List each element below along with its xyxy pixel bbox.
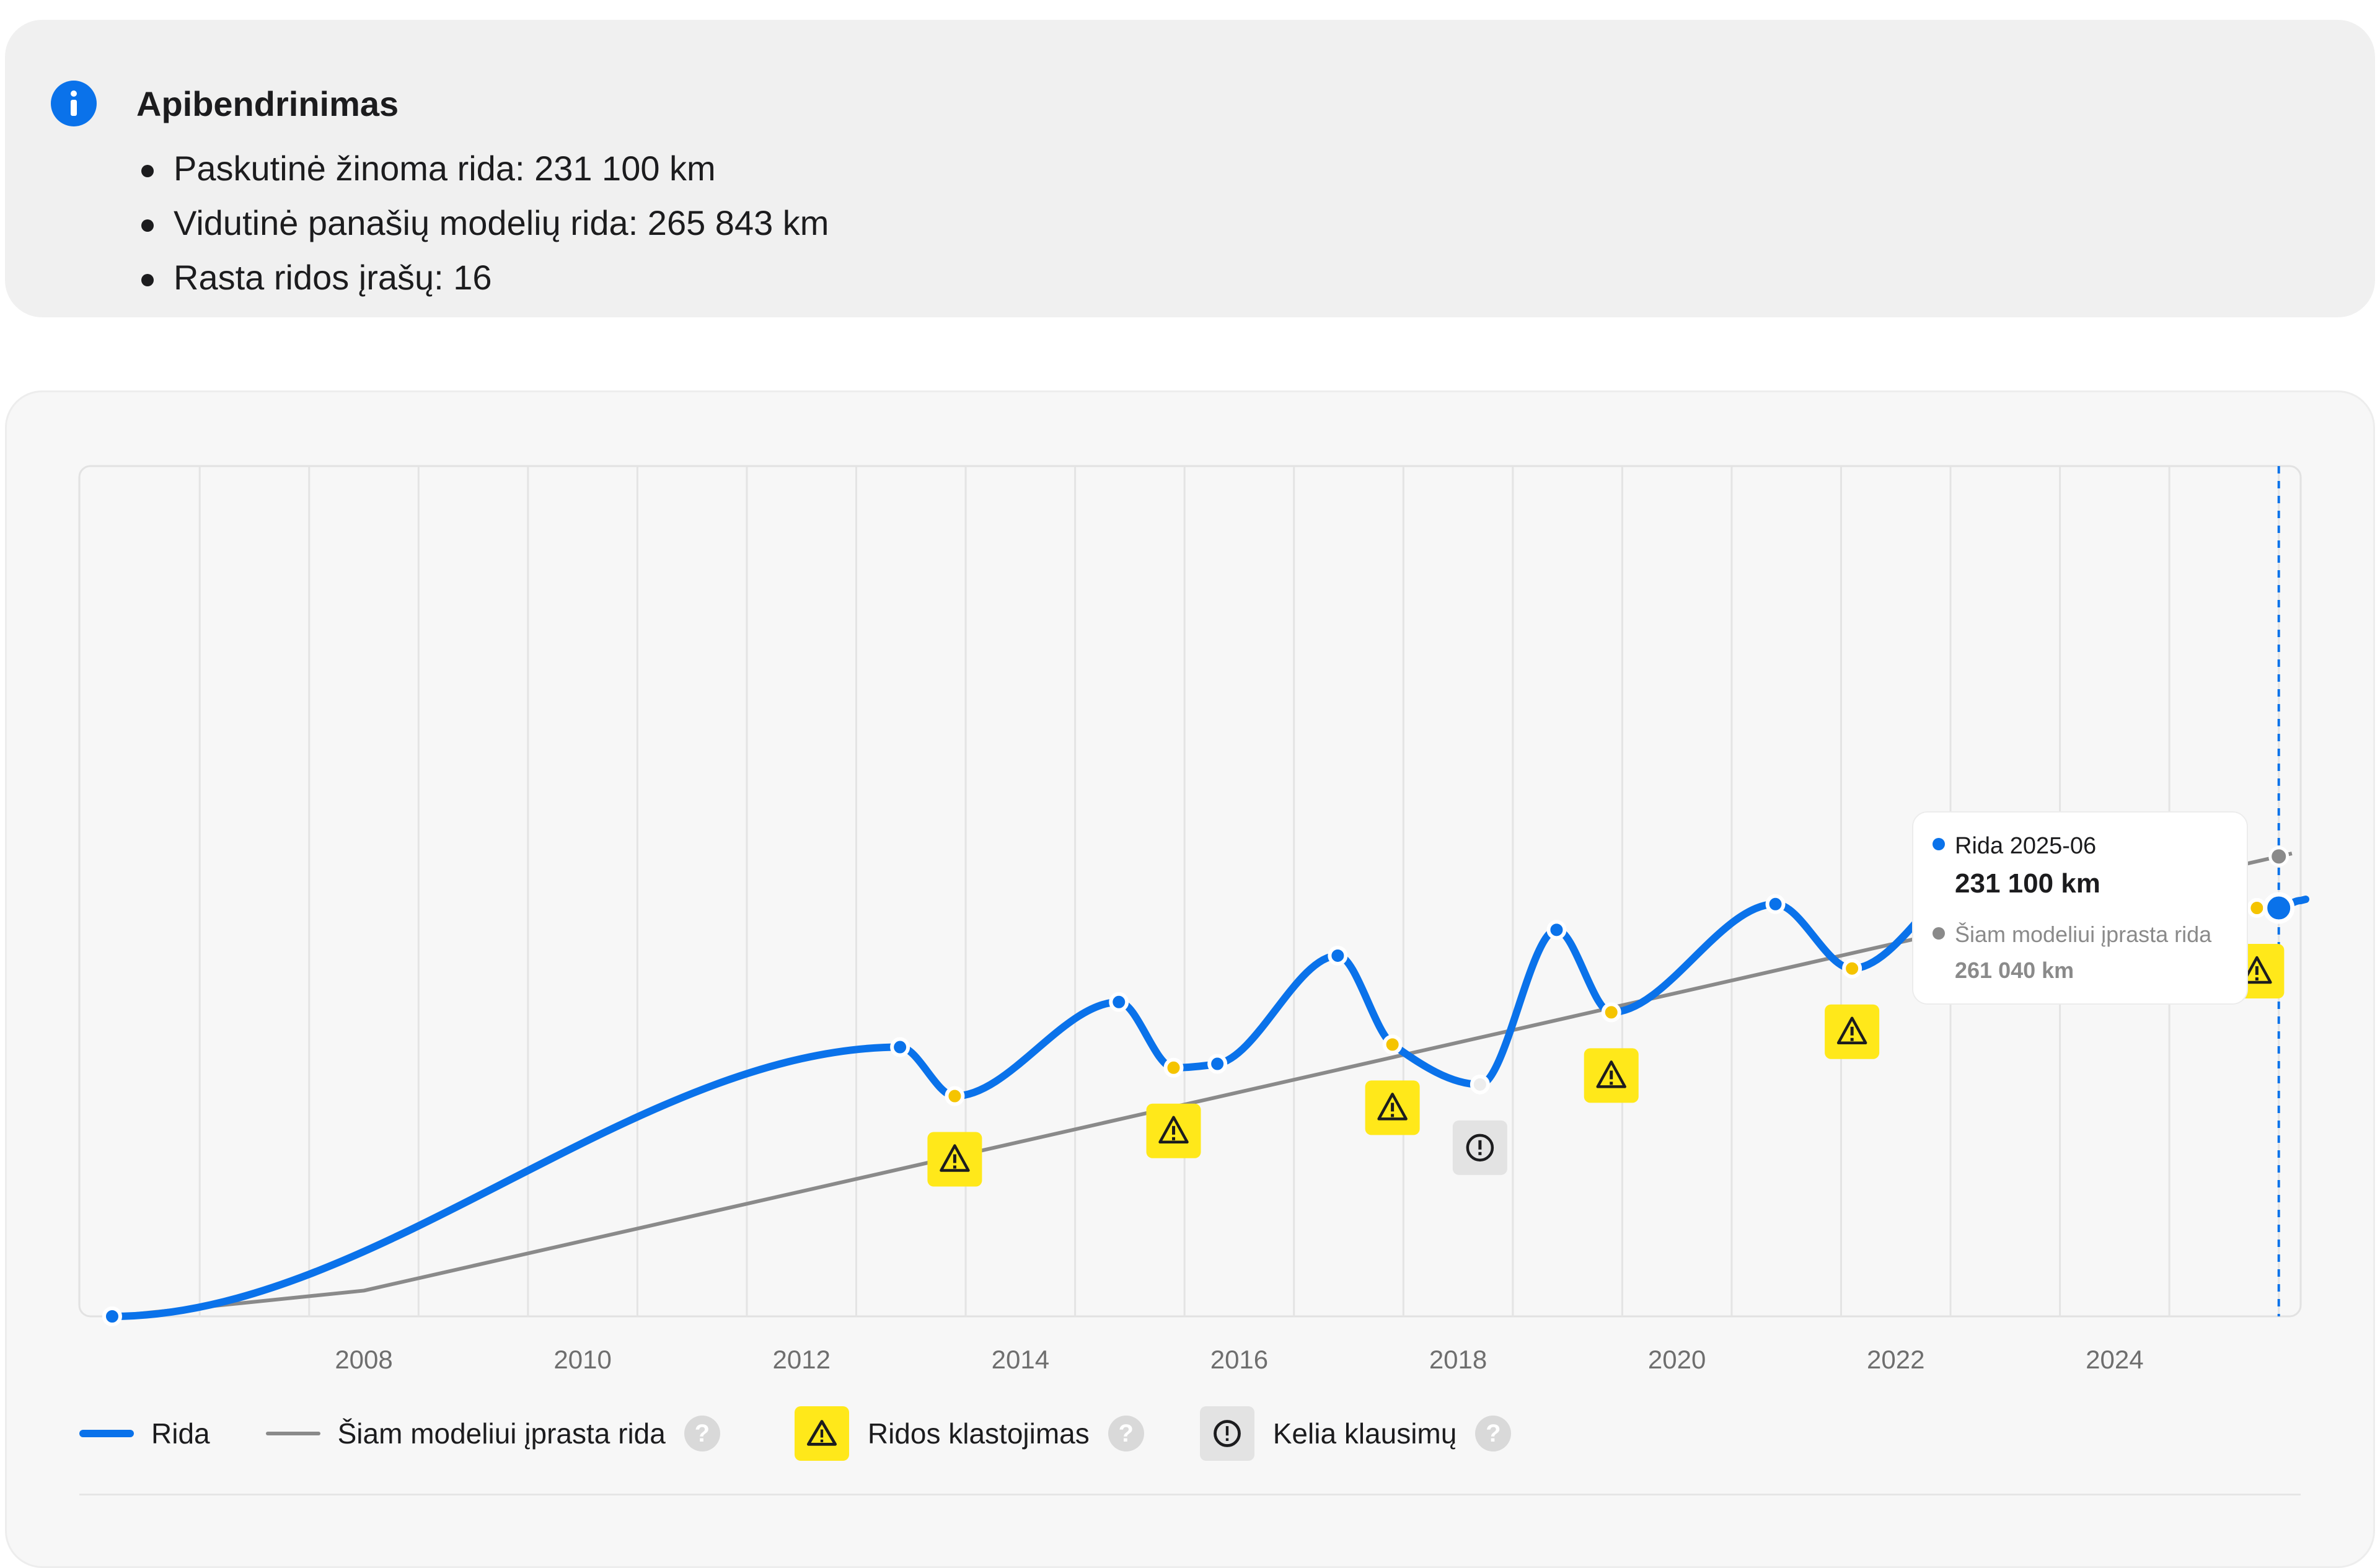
rida-data-point — [1207, 1054, 1228, 1074]
x-tick-label: 2012 — [773, 1345, 831, 1374]
summary-average-mileage: Vidutinė panašių modelių rida: 265 843 k… — [136, 196, 829, 250]
exclamation-icon — [1452, 1120, 1507, 1175]
grid-lines — [198, 466, 2280, 1316]
badge-mark — [1172, 1125, 1176, 1135]
chart-tooltip: Rida 2025-06 231 100 km Šiam modeliui įp… — [1912, 811, 2248, 1005]
legend-rida-swatch — [79, 1430, 134, 1437]
x-axis-ticks: 2008 2010 2012 2014 2016 2018 2020 2022 2024 — [335, 1345, 2143, 1374]
warning-icon — [1146, 1103, 1201, 1158]
tamper-data-point — [945, 1086, 965, 1106]
legend-typical-label: Šiam modeliui įprasta rida — [337, 1417, 666, 1450]
legend-item-typical[interactable]: Šiam modeliui įprasta rida ? — [265, 1416, 720, 1451]
x-tick-label: 2008 — [335, 1345, 392, 1374]
divider — [79, 1494, 2301, 1495]
badge-mark — [1391, 1103, 1395, 1112]
legend-rida-label: Rida — [151, 1417, 210, 1450]
legend-item-rida[interactable]: Rida — [79, 1417, 210, 1450]
legend-item-tamper[interactable]: Ridos klastojimas ? — [794, 1406, 1144, 1461]
badge-mark — [1850, 1026, 1854, 1036]
rida-data-point — [1546, 920, 1567, 940]
info-icon — [51, 81, 97, 126]
x-tick-label: 2010 — [553, 1345, 611, 1374]
tamper-data-point — [1382, 1034, 1403, 1055]
current-data-point — [2263, 892, 2295, 924]
warning-icon — [794, 1406, 849, 1461]
badge-dot — [2255, 977, 2259, 981]
x-tick-label: 2022 — [1867, 1345, 1924, 1374]
x-tick-label: 2018 — [1429, 1345, 1487, 1374]
badge-dot — [953, 1165, 956, 1169]
plot-frame — [78, 465, 2302, 1318]
badge-circle — [1466, 1134, 1494, 1162]
tamper-data-point — [1163, 1057, 1184, 1078]
badge-dot — [1610, 1081, 1613, 1085]
question-data-point — [1470, 1074, 1490, 1095]
typical-mileage-series — [112, 846, 2293, 1318]
help-icon[interactable]: ? — [1108, 1416, 1144, 1451]
rida-data-point — [1765, 894, 1786, 914]
badge-dot — [1391, 1114, 1395, 1117]
rida-data-point — [1328, 945, 1348, 966]
summary-record-count: Rasta ridos įrašų: 16 — [136, 250, 829, 305]
plot-area — [78, 465, 2302, 1318]
tooltip-typical-value: 261 040 km — [1955, 958, 2074, 983]
badge-triangle — [940, 1144, 970, 1172]
x-tick-label: 2020 — [1648, 1345, 1706, 1374]
warning-icon — [927, 1132, 982, 1187]
legend-item-question[interactable]: Kelia klausimų ? — [1199, 1406, 1512, 1461]
tooltip-typical-label: Šiam modeliui įprasta rida — [1955, 922, 2212, 947]
legend-question-label: Kelia klausimų — [1272, 1417, 1457, 1450]
summary-panel: Apibendrinimas Paskutinė žinoma rida: 23… — [5, 20, 2375, 317]
tamper-data-point — [1601, 1002, 1621, 1023]
badge-mark — [2255, 966, 2259, 976]
badge-dot — [1850, 1037, 1854, 1041]
summary-list: Paskutinė žinoma rida: 231 100 km Viduti… — [136, 141, 829, 305]
x-tick-label: 2024 — [2086, 1345, 2143, 1374]
help-icon[interactable]: ? — [1475, 1416, 1512, 1451]
summary-last-mileage: Paskutinė žinoma rida: 231 100 km — [136, 141, 829, 196]
tamper-data-point — [2247, 898, 2267, 918]
badge-triangle — [1377, 1093, 1408, 1121]
badge-triangle — [2242, 956, 2272, 984]
tooltip-rida-dot — [1933, 838, 1945, 850]
tamper-data-point — [1842, 958, 1862, 979]
rida-data-point — [890, 1037, 910, 1057]
warning-icon — [1825, 1004, 1880, 1059]
exclamation-icon — [1199, 1406, 1254, 1461]
tooltip-rida-label: Rida 2025-06 — [1955, 833, 2096, 859]
warning-icon — [1365, 1080, 1420, 1135]
typical-current-point — [2268, 846, 2290, 867]
badge-dot — [1172, 1137, 1176, 1140]
badge-mark — [1610, 1070, 1613, 1080]
badge-mark — [953, 1154, 956, 1163]
tooltip-typical-dot — [1933, 927, 1945, 940]
summary-title: Apibendrinimas — [136, 84, 399, 123]
badge-dot — [1478, 1152, 1482, 1155]
rida-data-point — [102, 1306, 122, 1326]
badge-triangle — [1596, 1060, 1626, 1088]
warning-icon — [1584, 1048, 1639, 1103]
mileage-chart: 2008 2010 2012 2014 2016 2018 2020 2022 2024 Rid… — [78, 465, 2309, 1374]
tooltip-box — [1912, 811, 2248, 1005]
badge-mark — [1478, 1140, 1482, 1150]
chart-legend: Rida Šiam modeliui įprasta rida ? Ridos … — [79, 1406, 1512, 1461]
x-tick-label: 2014 — [992, 1345, 1049, 1374]
legend-tamper-label: Ridos klastojimas — [867, 1417, 1090, 1450]
rida-data-point — [1109, 992, 1129, 1012]
badge-triangle — [1158, 1116, 1189, 1144]
x-tick-label: 2016 — [1210, 1345, 1268, 1374]
legend-typical-swatch — [265, 1432, 320, 1435]
help-icon[interactable]: ? — [684, 1416, 720, 1451]
tooltip-rida-value: 231 100 km — [1955, 868, 2100, 899]
badge-triangle — [1836, 1016, 1867, 1044]
